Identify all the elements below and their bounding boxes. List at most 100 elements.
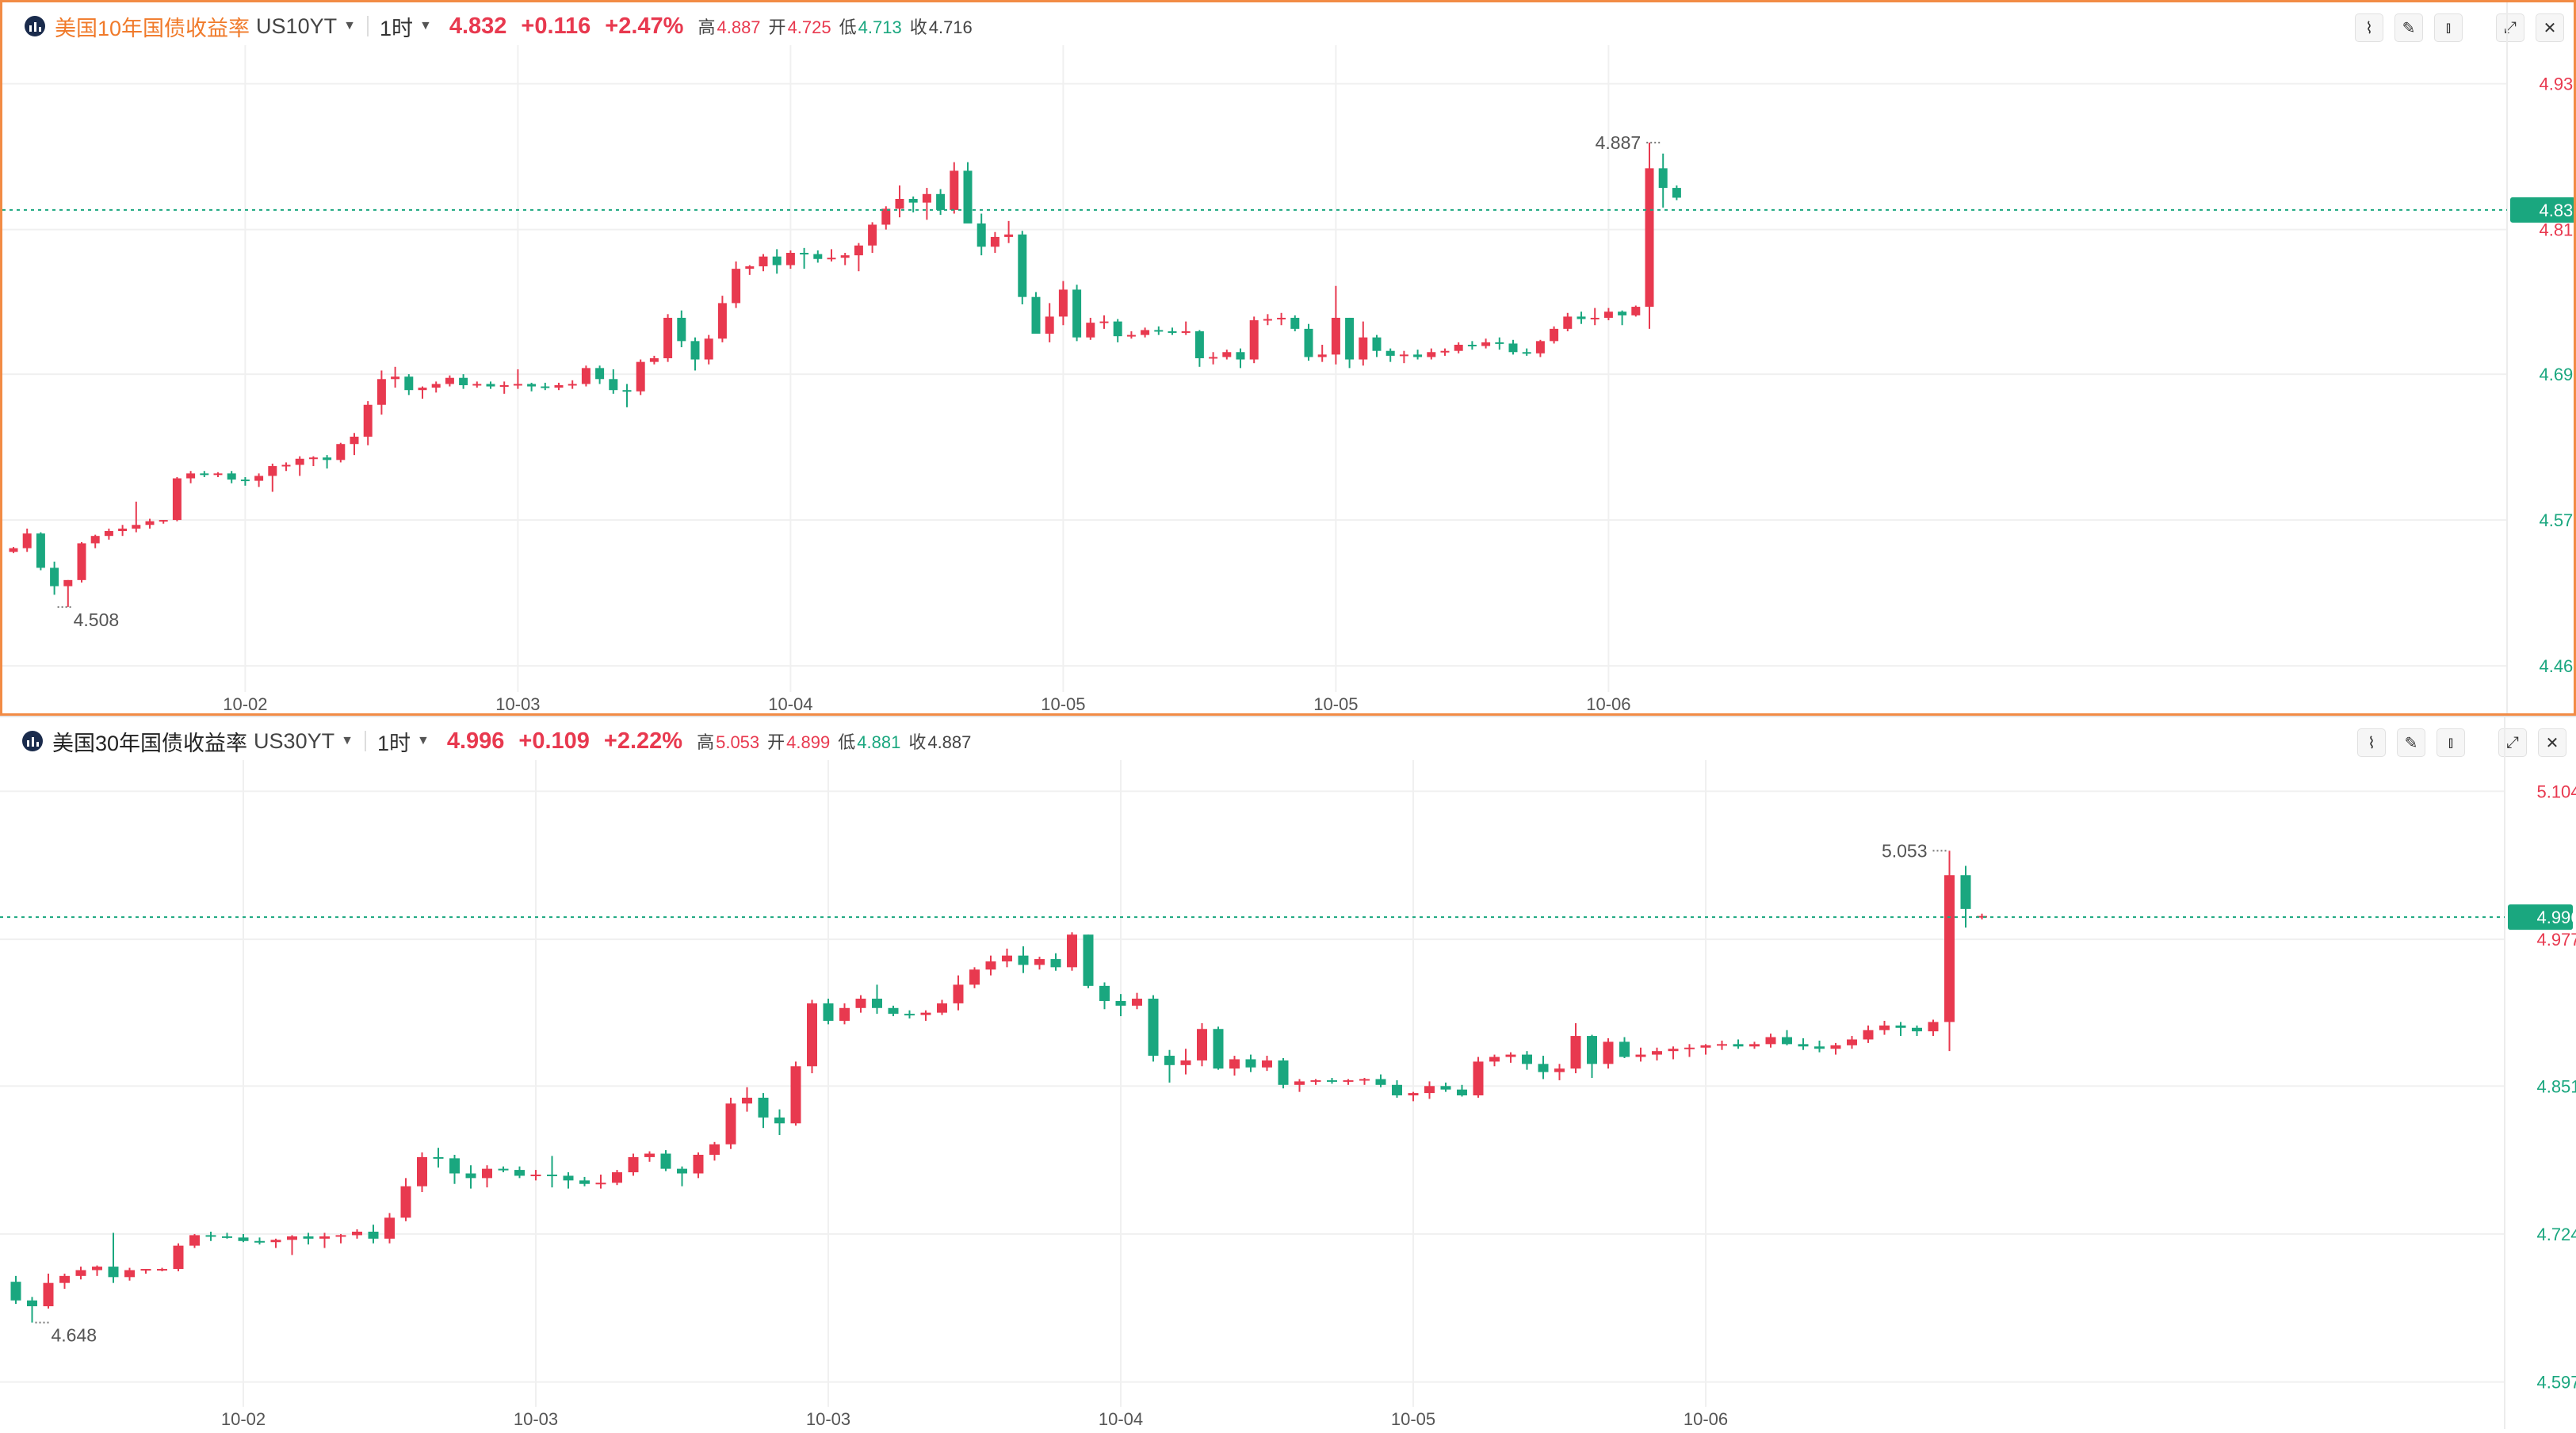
candle [759, 254, 768, 272]
candle [1814, 1040, 1825, 1053]
timeframe-selector[interactable]: 1时 [379, 16, 413, 40]
candle [1668, 1046, 1679, 1060]
instrument-code[interactable]: US10YT [256, 13, 338, 38]
candle [1141, 327, 1150, 338]
candle [1304, 323, 1313, 361]
candle [1331, 285, 1340, 365]
candle-body [1618, 311, 1627, 315]
candle-body [1603, 1041, 1614, 1064]
expand-icon[interactable]: ⤢ [2496, 13, 2524, 42]
candle-body [888, 1007, 899, 1015]
symbol-dropdown-icon[interactable]: ▼ [341, 734, 354, 747]
price-change-percent: +2.22% [603, 728, 683, 754]
candle-body [281, 464, 291, 467]
instrument-name[interactable]: 美国10年国债收益率 [55, 16, 250, 40]
candle-body [963, 170, 973, 224]
candle-body [59, 1275, 70, 1283]
candle [118, 525, 128, 537]
candle [27, 1297, 37, 1323]
candle-body [1083, 934, 1094, 986]
candle-body [1489, 1057, 1500, 1062]
candle [1154, 326, 1164, 335]
candle-body [200, 473, 209, 476]
candle [1072, 285, 1082, 342]
candle [1115, 994, 1126, 1017]
candlestick-chart[interactable]: 10-02 10-03 10-04 10-05 10-05 10-06 4.935 4.816… [2, 2, 2574, 713]
candle [1213, 1026, 1224, 1070]
candle [295, 456, 304, 476]
instrument-code[interactable]: US30YT [254, 728, 335, 753]
candle-body [1372, 337, 1382, 351]
chart-panel-us10yt[interactable]: 美国10年国债收益率 US10YT ▼ 1时 ▼ 4.832 +0.116 +2… [0, 0, 2576, 716]
timeframe-dropdown-icon[interactable]: ▼ [419, 19, 432, 32]
candle [1863, 1025, 1874, 1043]
candle-body [881, 208, 891, 225]
candle-body [704, 338, 713, 360]
candle [459, 374, 468, 389]
candle-body [238, 1237, 249, 1241]
candle-body [649, 357, 659, 362]
candle [1168, 327, 1177, 335]
candle [205, 1231, 216, 1241]
timeframe-dropdown-icon[interactable]: ▼ [416, 734, 430, 747]
candle-body [1050, 959, 1061, 968]
draw-icon[interactable]: ✎ [2394, 13, 2423, 42]
candle [1262, 1056, 1272, 1072]
candlestick-chart[interactable]: 10-02 10-03 10-03 10-04 10-05 10-06 5.104 4.977… [0, 717, 2576, 1433]
candle [254, 1237, 265, 1245]
candlestick-icon[interactable]: ⫾ [2434, 13, 2463, 42]
candle [1473, 1057, 1484, 1098]
candle-body [1236, 352, 1245, 360]
candlestick-icon[interactable]: ⫾ [2436, 728, 2465, 757]
candle [868, 222, 877, 254]
ohlc-value: 5.053 [716, 732, 760, 752]
chart-panel-us30yt[interactable]: 美国30年国债收益率 US30YT ▼ 1时 ▼ 4.996 +0.109 +2… [0, 716, 2576, 1431]
candle-body [693, 1154, 704, 1174]
candle [513, 369, 522, 389]
y-tick-label: 4.816 [2539, 220, 2574, 240]
ohlc-value: 4.887 [927, 732, 972, 752]
candle [677, 1166, 687, 1187]
timeframe-selector[interactable]: 1时 [376, 731, 411, 755]
candle-body [1181, 331, 1191, 333]
candle [1408, 1091, 1419, 1102]
symbol-dropdown-icon[interactable]: ▼ [343, 19, 356, 32]
candle [90, 534, 100, 548]
candle [376, 370, 386, 415]
candle [50, 561, 59, 595]
candle-body [1631, 307, 1641, 315]
max-marker-label: 4.887 [1596, 132, 1642, 153]
ohlc-label: 开 [768, 17, 786, 37]
draw-icon[interactable]: ✎ [2397, 728, 2425, 757]
close-icon[interactable]: ✕ [2536, 13, 2564, 42]
candle [1372, 334, 1382, 357]
candle-body [1099, 985, 1110, 1001]
candle-body [977, 223, 986, 247]
candle-body [1830, 1045, 1841, 1049]
candle-body [90, 536, 100, 544]
candle-body [1798, 1044, 1809, 1047]
candle-body [1263, 319, 1272, 321]
candle [1590, 308, 1599, 326]
candle [270, 1238, 281, 1248]
chart-logo-icon [22, 731, 43, 751]
candle-body [1317, 354, 1327, 357]
candle [745, 265, 755, 275]
candle [1928, 1019, 1939, 1037]
panel-toolbar: ⌇ ✎ ⫾ ⤢ ✕ [2357, 728, 2566, 757]
candle-body [140, 1269, 151, 1271]
line-chart-icon[interactable]: ⌇ [2355, 13, 2383, 42]
candle-body [431, 384, 441, 388]
close-icon[interactable]: ✕ [2538, 728, 2566, 757]
candle [1481, 338, 1491, 349]
ohlc-value: 4.887 [717, 17, 761, 37]
y-tick-label: 4.851 [2536, 1076, 2576, 1096]
candle [969, 967, 980, 988]
line-chart-icon[interactable]: ⌇ [2357, 728, 2386, 757]
expand-icon[interactable]: ⤢ [2498, 728, 2527, 757]
candle-body [839, 1007, 850, 1021]
candle [1440, 1082, 1451, 1092]
candle [807, 999, 817, 1074]
candle-body [1180, 1060, 1191, 1065]
instrument-name[interactable]: 美国30年国债收益率 [52, 731, 248, 755]
